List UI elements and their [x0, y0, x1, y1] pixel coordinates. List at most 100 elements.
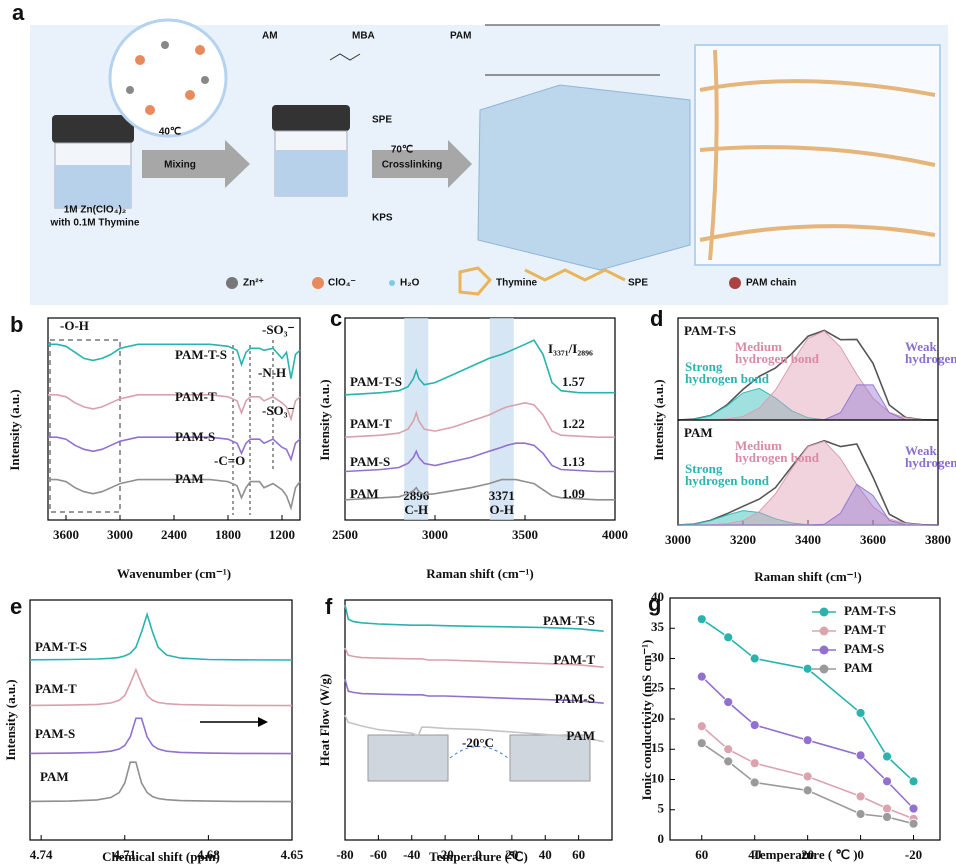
x-axis-title: Temperature ( ℃ )	[752, 847, 857, 862]
y-axis-title: Intensity (a.u.)	[317, 379, 332, 460]
x-tick-label: 4.65	[281, 847, 304, 862]
legend-label: PAM	[844, 660, 873, 675]
annotation: -20°C	[462, 735, 494, 750]
component-label: Medium hydrogen bond	[735, 339, 820, 366]
x-tick-label: -80	[336, 847, 353, 862]
series-label: PAM	[350, 486, 379, 501]
x-tick-label: 40	[748, 847, 761, 862]
legend-icon	[389, 280, 395, 286]
series-label: PAM-T	[35, 681, 77, 696]
marker	[802, 771, 813, 782]
x-axis-title: Raman shift (cm⁻¹)	[426, 566, 534, 581]
y-axis-title: Heat Flow (W/g)	[317, 674, 332, 766]
legend-icon	[458, 266, 493, 296]
marker	[696, 721, 707, 732]
x-tick-label: 20	[505, 847, 518, 862]
panel-label: e	[10, 594, 22, 619]
marker	[802, 663, 813, 674]
series-line	[344, 678, 604, 704]
series-line	[48, 436, 301, 462]
marker	[882, 751, 892, 762]
x-tick-label: 2500	[332, 527, 358, 542]
marker	[855, 708, 866, 718]
series-line	[344, 339, 615, 396]
x-tick-label: -60	[370, 847, 387, 862]
series-line	[29, 611, 293, 661]
x-tick-label: 3600	[860, 532, 886, 547]
series-line	[344, 714, 604, 743]
legend-icon	[226, 277, 238, 289]
step-temperature: 40℃	[159, 127, 181, 138]
x-tick-label: 4.68	[197, 847, 220, 862]
x-tick-label: 4.71	[113, 847, 136, 862]
reagent-label: AM	[262, 31, 278, 42]
series-label: PAM-T-S	[35, 639, 87, 654]
marker	[802, 785, 813, 796]
marker	[882, 803, 892, 814]
y-axis-title: Intensity (a.u.)	[3, 679, 18, 760]
step-label: Crosslinking	[382, 160, 443, 171]
marker	[723, 632, 734, 643]
y-tick-label: 0	[658, 831, 665, 846]
legend-marker	[819, 664, 829, 674]
x-tick-label: 4000	[602, 527, 628, 542]
marker	[696, 614, 707, 625]
ion-icons	[126, 41, 209, 94]
marker	[749, 777, 760, 788]
y-tick-label: 35	[651, 619, 665, 634]
ion-icons	[135, 45, 205, 115]
series-label: PAM-S	[555, 691, 595, 706]
x-tick-label: -20	[436, 847, 453, 862]
series-label: PAM	[175, 471, 204, 486]
x-tick-label: 3000	[107, 527, 133, 542]
series-label: PAM-T-S	[543, 613, 595, 628]
series-line	[344, 478, 615, 501]
marker	[855, 750, 866, 761]
band-label: O-H	[489, 502, 514, 517]
x-tick-label: 3800	[925, 532, 951, 547]
legend-label: ClO₄⁻	[328, 278, 356, 289]
x-tick-label: 3600	[53, 527, 79, 542]
hydrogel	[477, 84, 691, 271]
marker	[908, 803, 919, 814]
series-line	[701, 742, 914, 825]
reagent-label: KPS	[372, 213, 393, 224]
series-line	[344, 442, 615, 473]
y-axis-title: Intensity (a.u.)	[7, 389, 22, 470]
marker	[802, 735, 813, 746]
series-line	[48, 478, 301, 511]
component-area	[678, 330, 939, 421]
x-tick-label: 1800	[215, 527, 241, 542]
x-tick-label: 3000	[422, 527, 448, 542]
dashed-marker	[232, 340, 274, 515]
component-label: Strong hydrogen bond	[685, 461, 770, 488]
panel-label: g	[648, 591, 661, 616]
plot-frame	[47, 317, 301, 521]
panel-label: b	[10, 312, 23, 337]
series-label: PAM-T	[553, 652, 595, 667]
y-tick-label: 15	[651, 740, 665, 755]
plot-frame	[29, 599, 293, 841]
series-label: PAM-S	[35, 726, 75, 741]
x-tick-label: 3000	[665, 532, 691, 547]
component-area	[678, 440, 939, 526]
x-tick-label: 20	[801, 847, 814, 862]
legend-icon	[524, 268, 626, 282]
ratio-value: 1.57	[562, 374, 585, 389]
y-tick-label: 5	[658, 801, 665, 816]
series-line	[29, 717, 293, 755]
series-label: PAM	[566, 728, 595, 743]
ratio-value: 1.22	[562, 416, 585, 431]
ratio-header: I₃₃₇₁/I₂₈₉₆	[548, 341, 593, 356]
component-label: Medium hydrogen bond	[735, 438, 820, 465]
reagent-label: SPE	[372, 115, 392, 126]
panel-label: d	[650, 306, 663, 331]
arrow	[372, 140, 472, 188]
x-tick-label: 3500	[512, 527, 538, 542]
series-line	[677, 329, 939, 421]
dashed-arrow	[449, 746, 509, 759]
marker	[723, 697, 734, 707]
arrow	[258, 717, 268, 727]
